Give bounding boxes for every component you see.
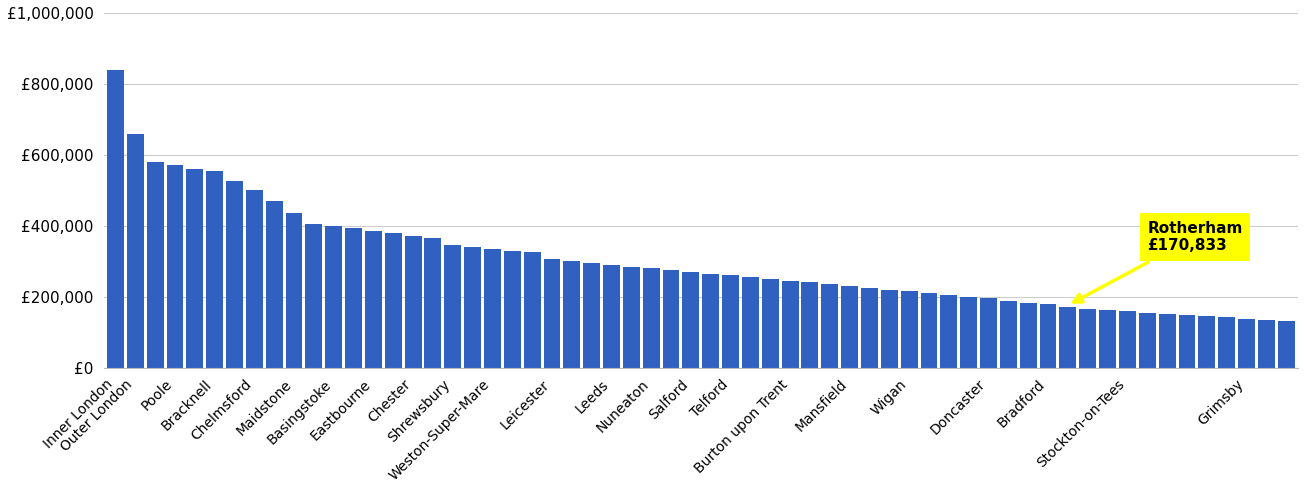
Bar	[722, 275, 739, 368]
Bar	[920, 293, 937, 368]
Bar	[127, 134, 144, 368]
Bar	[504, 250, 521, 368]
Bar	[266, 201, 283, 368]
Bar	[286, 213, 303, 368]
Bar	[821, 284, 838, 368]
Bar	[484, 249, 501, 368]
Bar	[1258, 320, 1275, 368]
Bar	[1000, 301, 1017, 368]
Bar	[1238, 318, 1255, 368]
Bar	[881, 290, 898, 368]
Bar	[900, 292, 917, 368]
Bar	[1198, 316, 1215, 368]
Bar	[1159, 315, 1176, 368]
Bar	[782, 281, 799, 368]
Bar	[683, 272, 699, 368]
Bar	[743, 277, 758, 368]
Bar	[1060, 307, 1077, 368]
Bar	[424, 238, 441, 368]
Bar	[1118, 311, 1135, 368]
Bar	[405, 236, 422, 368]
Bar	[583, 263, 600, 368]
Bar	[564, 261, 581, 368]
Bar	[187, 169, 204, 368]
Bar	[1218, 317, 1235, 368]
Bar	[385, 233, 402, 368]
Bar	[226, 181, 243, 368]
Bar	[245, 190, 262, 368]
Bar	[146, 162, 163, 368]
Bar	[365, 231, 382, 368]
Bar	[167, 166, 184, 368]
Bar	[206, 171, 223, 368]
Bar	[523, 252, 540, 368]
Bar	[643, 269, 659, 368]
Bar	[622, 267, 639, 368]
Bar	[941, 295, 958, 368]
Bar	[1178, 315, 1195, 368]
Bar	[960, 296, 977, 368]
Bar	[762, 279, 779, 368]
Bar	[1079, 309, 1096, 368]
Bar	[544, 259, 560, 368]
Bar	[345, 227, 361, 368]
Bar	[1278, 321, 1295, 368]
Bar	[465, 247, 482, 368]
Bar	[1019, 303, 1036, 368]
Bar	[107, 70, 124, 368]
Bar	[842, 286, 859, 368]
Bar	[1099, 310, 1116, 368]
Bar	[325, 226, 342, 368]
Bar	[1139, 313, 1156, 368]
Bar	[305, 224, 322, 368]
Bar	[663, 270, 680, 368]
Bar	[861, 288, 878, 368]
Bar	[980, 298, 997, 368]
Bar	[702, 273, 719, 368]
Text: Rotherham
£170,833: Rotherham £170,833	[1074, 221, 1242, 302]
Bar	[1040, 304, 1057, 368]
Bar	[603, 265, 620, 368]
Bar	[444, 245, 461, 368]
Bar	[801, 283, 818, 368]
